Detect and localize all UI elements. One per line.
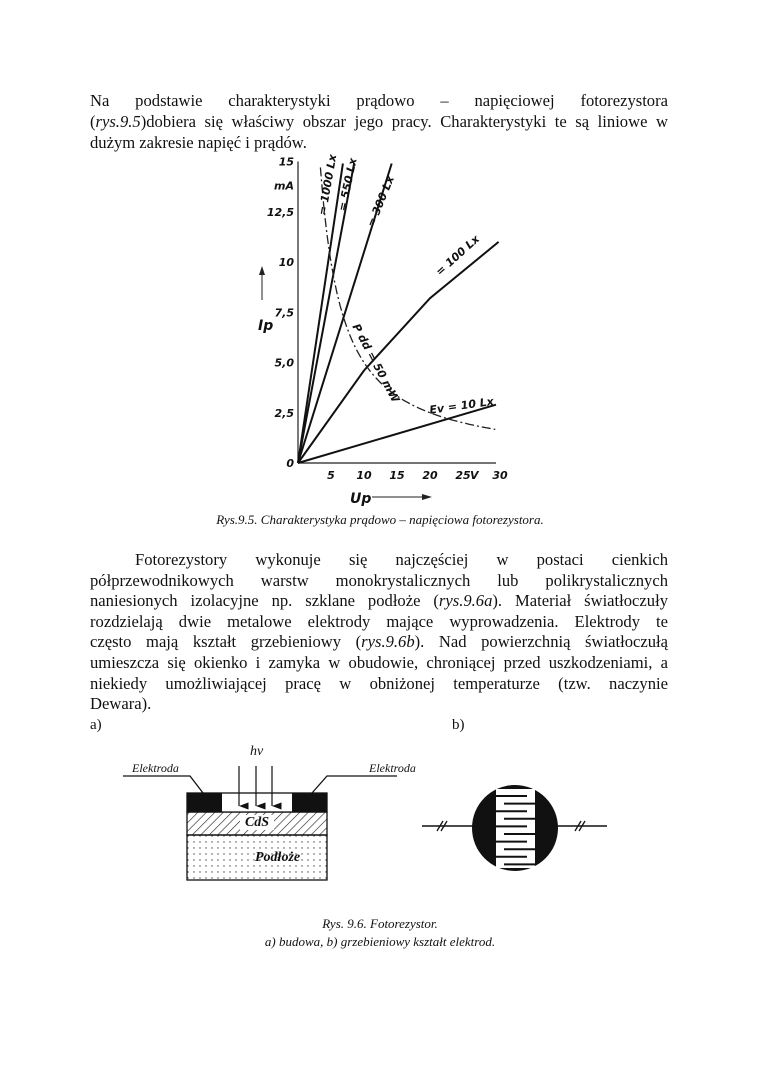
- y-unit-label: mA: [274, 180, 294, 193]
- text-span: dużym zakresie napięć i prądów.: [90, 132, 307, 152]
- series-line-power-hyperbola: [319, 167, 496, 431]
- text-line: niekiedy umożliwiającej pracę w obniżone…: [90, 674, 668, 694]
- series-label: = 300 Lx: [365, 173, 398, 229]
- series-label: Ev = 10 Lx: [429, 395, 496, 417]
- x-tick-label: 10: [356, 469, 372, 482]
- text-line: rozdzielają dwie metalowe elektrody mają…: [90, 612, 668, 632]
- text-line: Dewara).: [90, 694, 668, 714]
- text-span: ). Nad powierzchnią światłoczułą: [414, 632, 668, 652]
- figure-b-label: b): [452, 717, 465, 733]
- electrode-label-left: Elektroda: [132, 761, 179, 775]
- series-line-1000-lx: [297, 163, 344, 464]
- text-span: Dewara).: [90, 694, 152, 714]
- substrate-label: Podłoże: [255, 850, 301, 865]
- series-label: = 100 Lx: [433, 232, 482, 278]
- y-tick-label: 12,5: [267, 206, 294, 219]
- text-line: (rys.9.5)dobiera się właściwy obszar jeg…: [90, 112, 668, 132]
- text-line: umieszcza się okienko i zamyka w obudowi…: [90, 653, 668, 673]
- right-electrode-lead: [311, 775, 397, 794]
- series-label: P dd = 50 mW: [349, 322, 402, 406]
- y-tick-label: 2,5: [275, 407, 295, 420]
- current-voltage-chart: 0 2,5 5,0 7,5 10 12,5 15 mA 5 10 15 20 25 30 V Ip Up Ev =…: [258, 152, 508, 507]
- figure-9-6-caption-title: Rys. 9.6. Fotorezystor.: [322, 916, 438, 931]
- text-line: Fotorezystory wykonuje się najczęściej w…: [135, 550, 668, 570]
- y-tick-label: 7,5: [275, 306, 295, 319]
- series-line-300-lx: [297, 163, 393, 464]
- y-axis-arrowhead: [259, 266, 265, 275]
- text-line: półprzewodnikowych warstw monokrystalicz…: [90, 571, 668, 591]
- text-line: dużym zakresie napięć i prądów.: [90, 133, 668, 153]
- y-tick-label: 15: [279, 156, 295, 169]
- text-span: ). Materiał światłoczuły: [492, 591, 668, 611]
- figure-reference: rys.9.5: [95, 111, 141, 131]
- x-axis-arrowhead: [422, 494, 432, 500]
- window: [186, 792, 328, 813]
- right-electrode: [292, 793, 327, 812]
- text-line: często mają kształt grzebieniowy (rys.9.…: [90, 632, 668, 652]
- text-line: naniesionych izolacyjne np. szklane podł…: [90, 591, 668, 611]
- series-line-550-lx: [297, 163, 356, 464]
- text-span: naniesionych izolacyjne np. szklane podł…: [90, 591, 439, 611]
- y-axis-label: Ip: [258, 318, 273, 334]
- left-electrode-lead: [123, 775, 204, 794]
- y-tick-label: 5,0: [275, 357, 295, 370]
- text-span: półprzewodnikowych warstw monokrystalicz…: [90, 570, 668, 590]
- text-span: Na podstawie charakterystyki prądowo – n…: [90, 91, 668, 110]
- text-line: Na podstawie charakterystyki prądowo – n…: [90, 91, 668, 111]
- figure-a-label: a): [90, 717, 102, 733]
- left-electrode: [187, 793, 222, 812]
- x-tick-label: 15: [389, 469, 405, 482]
- x-tick-label: 5: [327, 469, 335, 482]
- text-span: często mają kształt grzebieniowy (: [90, 632, 362, 652]
- x-axis-label: Up: [350, 491, 371, 507]
- light-arrows: [238, 766, 282, 810]
- x-unit-label: V: [470, 469, 480, 482]
- text-span: Fotorezystory wykonuje się najczęściej w…: [135, 550, 668, 569]
- figure-reference: rys.9.6b: [361, 632, 415, 652]
- x-tick-label: 30: [492, 469, 508, 482]
- x-tick-label: 25: [455, 469, 471, 482]
- figure-reference: rys.9.6a: [438, 591, 493, 611]
- text-span: umieszcza się okienko i zamyka w obudowi…: [90, 653, 668, 672]
- series-line-100-lx: [297, 241, 500, 464]
- text-span: (: [90, 111, 96, 131]
- text-span: )dobiera się właściwy obszar jego pracy.…: [140, 111, 668, 131]
- figure-9-5-caption: Rys.9.5. Charakterystyka prądowo – napię…: [216, 512, 544, 527]
- cds-label: CdS: [240, 815, 274, 830]
- series-line-ev-10-lx: [297, 403, 497, 464]
- text-span: niekiedy umożliwiającej pracę w obniżone…: [90, 673, 668, 693]
- electrode-label-right: Elektroda: [369, 761, 416, 775]
- comb-electrode-symbol: [422, 785, 607, 871]
- figure-9-6-caption-detail: a) budowa, b) grzebieniowy kształt elekt…: [264, 934, 496, 949]
- y-tick-label: 0: [286, 457, 294, 470]
- y-tick-label: 10: [279, 256, 295, 269]
- light-label: hν: [250, 744, 264, 759]
- text-span: rozdzielają dwie metalowe elektrody mają…: [90, 611, 668, 631]
- x-tick-label: 20: [422, 469, 438, 482]
